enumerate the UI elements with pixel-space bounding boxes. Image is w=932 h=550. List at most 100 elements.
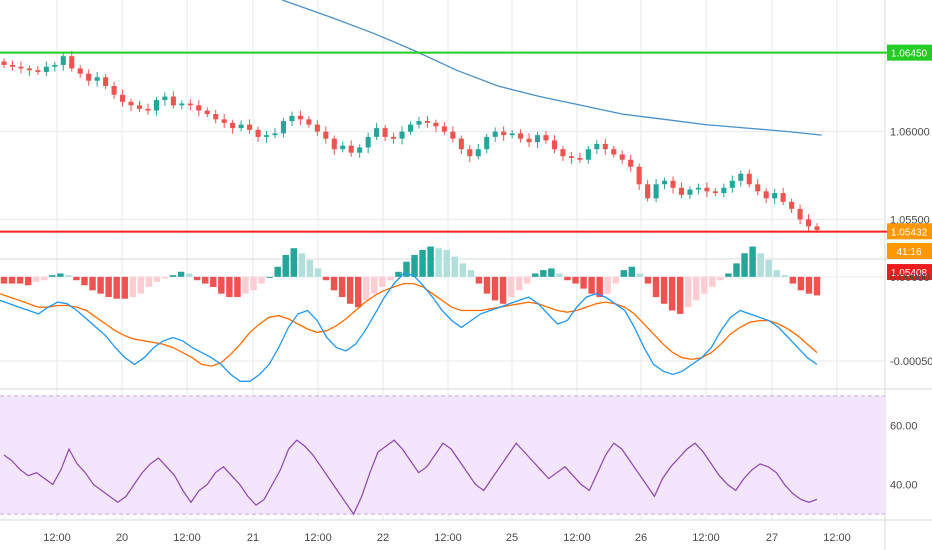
candle-body[interactable] — [297, 115, 303, 120]
candle-body[interactable] — [509, 133, 515, 136]
candle-body[interactable] — [814, 226, 820, 230]
candle-body[interactable] — [314, 124, 320, 132]
candle-body[interactable] — [120, 94, 126, 102]
candle-body[interactable] — [518, 133, 524, 139]
candle-body[interactable] — [763, 191, 769, 199]
candle-body[interactable] — [628, 159, 634, 167]
candle-body[interactable] — [331, 138, 337, 150]
candle-body[interactable] — [365, 136, 371, 148]
candle-body[interactable] — [789, 201, 795, 209]
candle-body[interactable] — [543, 135, 549, 141]
candle-body[interactable] — [18, 66, 24, 69]
candle-body[interactable] — [128, 101, 134, 106]
candle-body[interactable] — [780, 193, 786, 202]
candle-body[interactable] — [729, 180, 735, 188]
candle-body[interactable] — [433, 122, 439, 127]
candle-body[interactable] — [678, 187, 685, 195]
candle-body[interactable] — [162, 96, 168, 101]
candle-body[interactable] — [746, 173, 752, 185]
candle-body[interactable] — [323, 131, 329, 139]
candle-body[interactable] — [619, 154, 625, 160]
price-panel[interactable] — [0, 0, 887, 234]
candle-body[interactable] — [526, 138, 532, 143]
candle-body[interactable] — [221, 119, 227, 123]
candle-body[interactable] — [721, 187, 727, 194]
candle-body[interactable] — [238, 124, 244, 129]
candle-body[interactable] — [340, 145, 346, 150]
candle-body[interactable] — [704, 187, 710, 192]
candle-body[interactable] — [280, 121, 287, 134]
candle-body[interactable] — [374, 128, 380, 137]
candle-body[interactable] — [416, 121, 422, 125]
time-axis[interactable]: 12:00 20 12:00 21 12:00 22 12:00 25 12:00 26 12:00… — [43, 532, 851, 544]
candle-body[interactable] — [145, 108, 151, 111]
candle-body[interactable] — [560, 149, 566, 157]
candle-body[interactable] — [755, 184, 761, 192]
macd-panel[interactable] — [0, 246, 821, 382]
candle-body[interactable] — [484, 136, 490, 150]
candle-body[interactable] — [77, 68, 83, 74]
candle-body[interactable] — [60, 56, 66, 65]
candle-body[interactable] — [501, 131, 507, 136]
candle-body[interactable] — [391, 136, 397, 139]
candle-body[interactable] — [577, 157, 583, 160]
candle-body[interactable] — [424, 121, 430, 123]
candle-body[interactable] — [213, 114, 219, 120]
candle-body[interactable] — [585, 149, 591, 160]
candle-body[interactable] — [450, 131, 456, 139]
candle-body[interactable] — [662, 180, 668, 185]
candle-body[interactable] — [289, 115, 295, 122]
candle-body[interactable] — [738, 173, 744, 181]
candle-body[interactable] — [43, 66, 49, 72]
candle-body[interactable] — [441, 126, 447, 132]
candle-body[interactable] — [653, 184, 659, 199]
candle-body[interactable] — [9, 64, 16, 67]
candle-body[interactable] — [136, 105, 143, 109]
candle-body[interactable] — [382, 128, 388, 137]
candle-body[interactable] — [568, 156, 574, 158]
candle-body[interactable] — [458, 138, 464, 150]
candle-body[interactable] — [86, 73, 92, 81]
candle-body[interactable] — [670, 180, 676, 188]
candle-body[interactable] — [534, 135, 541, 143]
candle-body[interactable] — [263, 135, 270, 137]
candle-body[interactable] — [602, 143, 608, 150]
candle-body[interactable] — [611, 149, 617, 155]
candle-body[interactable] — [26, 68, 32, 71]
candle-body[interactable] — [247, 124, 253, 130]
candle-body[interactable] — [69, 56, 75, 69]
candle-body[interactable] — [492, 131, 498, 137]
candle-body[interactable] — [475, 149, 481, 157]
candle-body[interactable] — [179, 103, 185, 106]
candle-body[interactable] — [35, 70, 41, 72]
candle-body[interactable] — [467, 149, 473, 157]
candle-body[interactable] — [306, 119, 312, 125]
candle-body[interactable] — [712, 191, 718, 194]
candle-body[interactable] — [551, 140, 558, 150]
candle-body[interactable] — [357, 147, 363, 153]
candle-body[interactable] — [594, 143, 600, 150]
price-axis[interactable]: 1.060001.055001.064501.0543241:161.05408… — [887, 44, 932, 492]
candle-body[interactable] — [52, 64, 58, 67]
candle-body[interactable] — [170, 96, 176, 106]
candle-body[interactable] — [272, 133, 278, 136]
candle-body[interactable] — [153, 100, 159, 111]
candle-body[interactable] — [196, 105, 202, 111]
oscillator-panel[interactable] — [0, 395, 885, 516]
candle-body[interactable] — [805, 219, 812, 227]
candle-body[interactable] — [111, 86, 117, 95]
candle-body[interactable] — [772, 193, 778, 199]
candle-body[interactable] — [687, 189, 693, 195]
candle-body[interactable] — [230, 122, 236, 129]
candle-body[interactable] — [1, 61, 7, 65]
candle-body[interactable] — [94, 77, 100, 81]
candle-body[interactable] — [399, 131, 405, 139]
candle-body[interactable] — [204, 110, 210, 115]
candle-body[interactable] — [103, 77, 109, 86]
candle-body[interactable] — [348, 145, 354, 153]
candle-body[interactable] — [255, 129, 261, 137]
candle-body[interactable] — [407, 124, 414, 132]
candle-body[interactable] — [645, 184, 651, 199]
candle-body[interactable] — [636, 166, 642, 185]
candle-body[interactable] — [187, 103, 193, 106]
